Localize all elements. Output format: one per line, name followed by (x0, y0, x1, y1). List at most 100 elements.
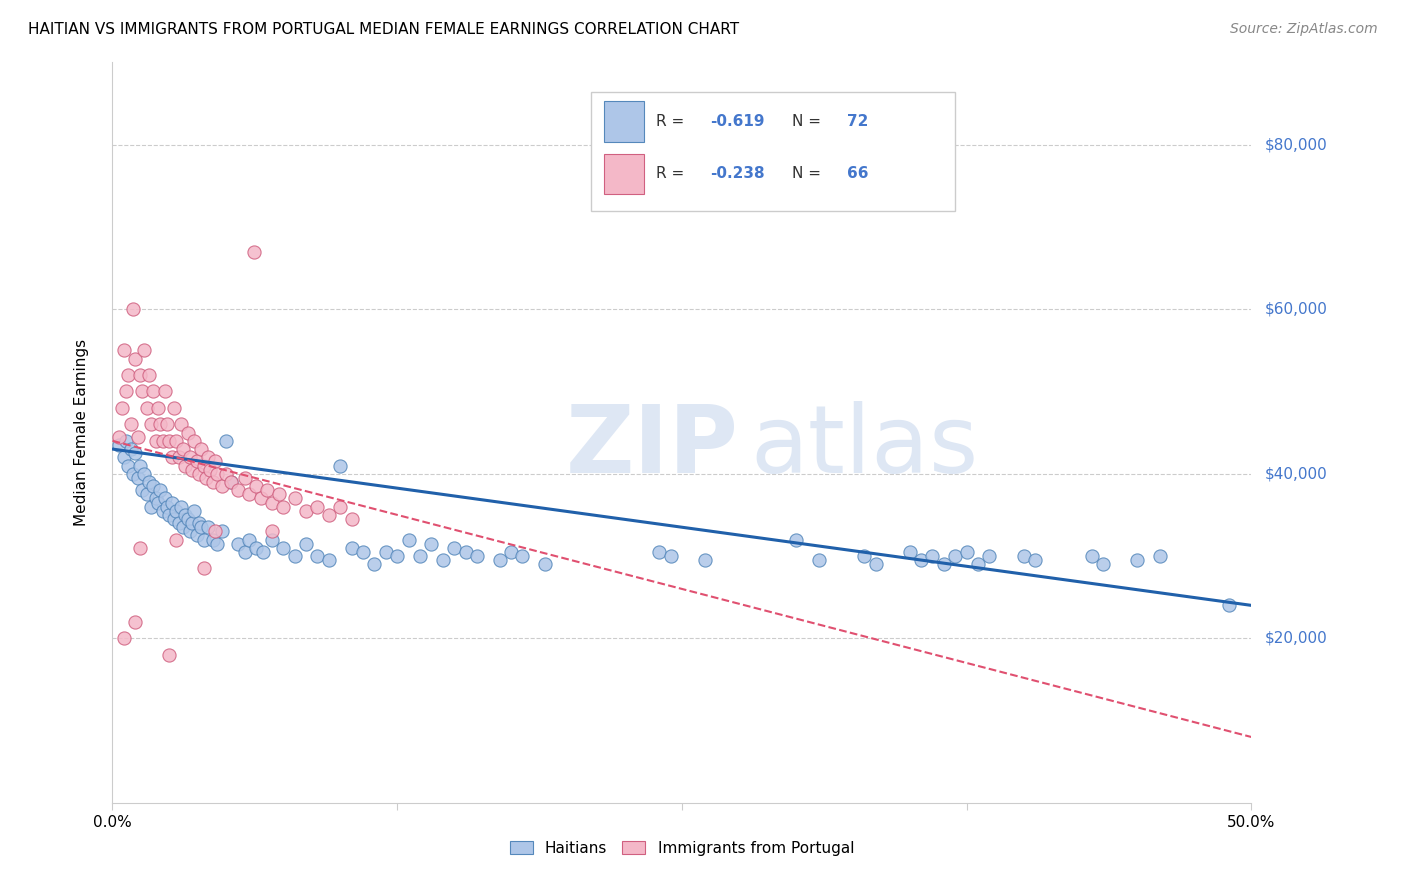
Point (398, 533, 420, 547)
Point (181, 462, 204, 476)
Text: R =: R = (655, 167, 689, 181)
Point (271, 500, 295, 514)
Point (172, 520, 194, 534)
Point (534, 558, 557, 572)
Point (112, 632, 135, 646)
Point (252, 545, 274, 559)
Point (193, 533, 215, 547)
Point (238, 533, 260, 547)
Point (1149, 549, 1171, 563)
Text: 66: 66 (846, 167, 869, 181)
Point (142, 384, 165, 399)
Point (233, 471, 256, 485)
Point (943, 549, 966, 563)
Text: $80,000: $80,000 (1265, 137, 1329, 153)
Point (318, 553, 340, 567)
Point (190, 442, 212, 456)
Point (149, 417, 172, 432)
Point (260, 533, 283, 547)
Point (117, 458, 139, 473)
Point (120, 442, 142, 456)
Text: R =: R = (655, 114, 689, 128)
Point (295, 536, 318, 550)
Point (186, 454, 208, 468)
Text: ZIP: ZIP (567, 401, 740, 493)
Point (197, 450, 219, 465)
Point (117, 368, 139, 382)
Point (443, 541, 465, 555)
Point (226, 536, 249, 550)
Point (363, 558, 385, 572)
Point (409, 549, 432, 563)
Point (201, 533, 224, 547)
Point (163, 401, 186, 415)
Point (124, 446, 146, 460)
Point (211, 524, 233, 539)
Text: N =: N = (793, 167, 827, 181)
Point (145, 434, 167, 448)
Bar (605, 101, 644, 142)
Point (138, 475, 160, 489)
Point (249, 491, 271, 506)
Point (141, 417, 163, 432)
Point (152, 504, 174, 518)
Text: N =: N = (793, 114, 827, 128)
Point (108, 430, 131, 444)
Point (1092, 558, 1115, 572)
Point (128, 458, 150, 473)
Point (183, 434, 205, 448)
Point (127, 471, 149, 485)
Text: $40,000: $40,000 (1265, 467, 1329, 482)
Point (159, 648, 180, 662)
Point (385, 549, 409, 563)
Point (967, 558, 990, 572)
Point (172, 442, 194, 456)
Point (124, 351, 146, 366)
Point (120, 417, 142, 432)
Point (153, 491, 176, 506)
Point (141, 500, 163, 514)
Point (159, 434, 180, 448)
Point (159, 508, 180, 522)
Point (153, 384, 176, 399)
Text: HAITIAN VS IMMIGRANTS FROM PORTUGAL MEDIAN FEMALE EARNINGS CORRELATION CHART: HAITIAN VS IMMIGRANTS FROM PORTUGAL MEDI… (28, 22, 740, 37)
Point (128, 368, 150, 382)
Point (1012, 549, 1035, 563)
Point (340, 512, 363, 526)
Point (207, 467, 229, 481)
Point (201, 475, 224, 489)
Point (204, 454, 226, 468)
Point (329, 500, 352, 514)
Point (271, 541, 295, 555)
Point (648, 545, 671, 559)
Point (910, 553, 932, 567)
Point (352, 545, 374, 559)
Point (174, 458, 197, 473)
Point (284, 491, 307, 506)
Point (215, 467, 238, 481)
Point (1024, 553, 1046, 567)
Point (197, 520, 219, 534)
Point (134, 343, 156, 358)
Point (127, 430, 149, 444)
Point (193, 458, 215, 473)
Text: -0.238: -0.238 (710, 167, 765, 181)
Point (152, 434, 174, 448)
Point (176, 512, 198, 526)
Text: $20,000: $20,000 (1265, 631, 1329, 646)
Point (188, 467, 211, 481)
Point (170, 500, 193, 514)
Point (124, 615, 146, 629)
Point (181, 516, 204, 530)
Point (204, 524, 226, 539)
Point (284, 549, 307, 563)
Point (134, 467, 156, 481)
Point (165, 533, 187, 547)
Point (211, 479, 233, 493)
Point (1218, 599, 1240, 613)
Point (219, 475, 242, 489)
Point (242, 244, 264, 259)
Point (932, 558, 955, 572)
Point (167, 516, 190, 530)
Text: -0.619: -0.619 (710, 114, 765, 128)
